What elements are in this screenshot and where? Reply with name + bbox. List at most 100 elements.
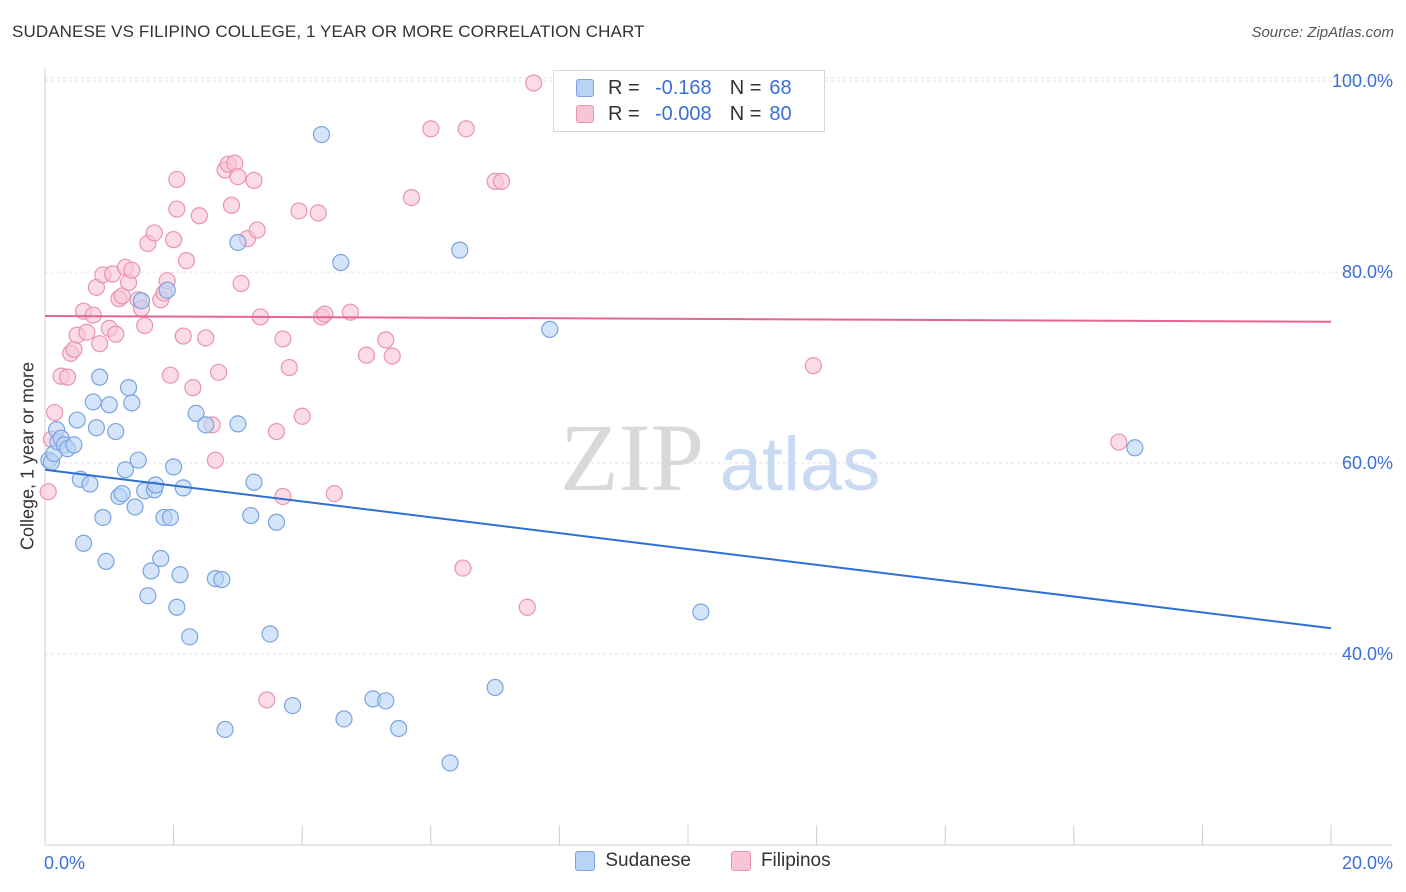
filipinos-point (457, 120, 475, 138)
filipinos-point (222, 196, 241, 214)
filipinos-point (123, 261, 141, 279)
sudanese-point (126, 498, 144, 516)
chart-title: SUDANESE VS FILIPINO COLLEGE, 1 YEAR OR … (12, 22, 645, 41)
n-label: N = (729, 102, 762, 125)
filipinos-point (280, 358, 298, 377)
filipinos-point (525, 74, 543, 92)
sudanese-point (451, 241, 469, 259)
sudanese-point (267, 513, 286, 531)
y-tick-label: 100.0% (1332, 71, 1393, 91)
filipinos-point (1110, 433, 1128, 451)
watermark-zip: ZIP (560, 404, 704, 511)
sudanese-trend-line (44, 468, 1332, 630)
filipinos-point (78, 323, 96, 341)
sudanese-point (171, 566, 189, 584)
filipinos-point (65, 340, 83, 359)
sudanese-point (377, 692, 395, 710)
filipinos-point (518, 598, 536, 616)
sudanese-point (129, 451, 147, 469)
sudanese-point (68, 411, 86, 429)
sudanese-point (229, 415, 247, 433)
filipinos-point (84, 306, 102, 324)
sudanese-point (81, 475, 99, 493)
sudanese-point (692, 603, 710, 621)
filipinos-point (274, 330, 292, 348)
sudanese-point (242, 506, 260, 525)
sudanese-point (97, 552, 115, 571)
series-legend: Sudanese Filipinos (0, 850, 1406, 872)
filipinos-point (341, 303, 360, 321)
sudanese-point (94, 508, 112, 527)
sudanese-point (74, 534, 93, 552)
sudanese-point (229, 233, 247, 252)
filipinos-legend-label: Filipinos (760, 850, 831, 871)
x-tick-label-max: 20.0% (1342, 853, 1393, 873)
gridlines (45, 77, 1391, 655)
filipinos-legend-swatch (730, 851, 751, 871)
trend-lines (44, 314, 1332, 630)
sudanese-point (119, 379, 138, 397)
sudanese-point (132, 292, 151, 310)
r-label: R = (608, 102, 640, 125)
sudanese-point (116, 461, 134, 479)
sudanese-n-value: 68 (769, 76, 792, 99)
filipinos-point (58, 368, 77, 386)
filipinos-swatch (576, 105, 594, 123)
sudanese-legend-swatch (575, 851, 596, 871)
source-credit: Source: ZipAtlas.com (1251, 24, 1394, 41)
legend-item-sudanese[interactable]: Sudanese (575, 850, 691, 872)
sudanese-point (187, 404, 205, 422)
filipinos-point (377, 331, 395, 349)
sudanese-swatch (576, 79, 594, 97)
filipinos-trend-line (44, 314, 1332, 323)
watermark-atlas: atlas (720, 422, 881, 507)
filipinos-point (422, 120, 440, 138)
filipinos-point (309, 204, 327, 222)
filipinos-point (165, 231, 183, 249)
filipinos-point (248, 221, 266, 239)
filipinos-point (357, 346, 376, 364)
sudanese-point (216, 720, 234, 739)
filipinos-point (316, 305, 334, 323)
sudanese-point (100, 396, 118, 414)
x-tick-label-min: 0.0% (44, 853, 85, 873)
filipinos-points (39, 74, 1128, 709)
sudanese-point (107, 422, 125, 441)
y-tick-label: 60.0% (1342, 453, 1393, 473)
sudanese-point (312, 125, 331, 144)
filipinos-point (267, 422, 286, 441)
filipinos-point (174, 327, 192, 345)
filipinos-point (136, 316, 154, 335)
sudanese-point (197, 416, 215, 434)
sudanese-legend-label: Sudanese (605, 850, 691, 871)
axes (44, 68, 1392, 846)
filipinos-point (190, 207, 208, 225)
sudanese-point (161, 508, 179, 527)
sudanese-point (168, 598, 186, 616)
y-tick-label: 80.0% (1342, 262, 1393, 282)
filipinos-point (402, 188, 421, 207)
filipinos-point (168, 170, 186, 189)
filipinos-point (290, 202, 308, 220)
stats-legend: R = -0.168 N = 68 R = -0.008 N = 80 (553, 70, 825, 132)
filipinos-point (383, 347, 401, 365)
filipinos-point (197, 329, 215, 347)
filipinos-point (454, 559, 472, 577)
filipinos-point (161, 366, 179, 384)
filipinos-point (91, 335, 109, 353)
sudanese-point (65, 436, 83, 454)
filipinos-point (46, 403, 64, 422)
sudanese-point (139, 587, 157, 605)
legend-item-filipinos[interactable]: Filipinos (730, 850, 831, 872)
filipinos-point (210, 363, 228, 381)
filipinos-point (229, 167, 247, 186)
filipinos-point (107, 325, 125, 343)
sudanese-point (441, 754, 459, 772)
filipinos-n-value: 80 (769, 102, 792, 125)
filipinos-point (206, 451, 224, 469)
tick-labels: 40.0% 60.0% 80.0% 100.0% 0.0% 20.0% (44, 71, 1393, 873)
legend-row-sudanese: R = -0.168 N = 68 (576, 76, 792, 100)
y-axis-label: College, 1 year or more (17, 361, 38, 551)
filipinos-point (145, 224, 163, 242)
